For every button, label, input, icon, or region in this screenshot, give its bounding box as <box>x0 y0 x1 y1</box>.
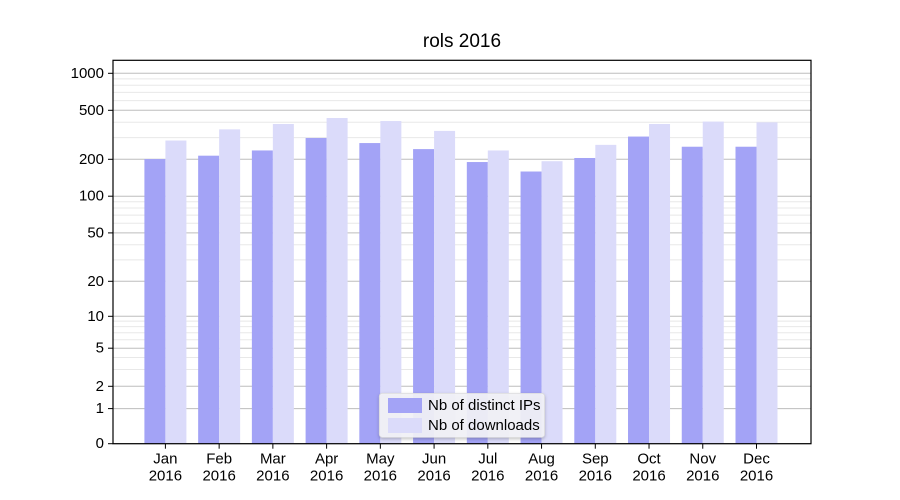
svg-text:20: 20 <box>87 273 104 290</box>
svg-text:Mar: Mar <box>260 451 286 468</box>
svg-text:1: 1 <box>96 400 104 417</box>
svg-text:5: 5 <box>96 340 104 357</box>
svg-text:2016: 2016 <box>471 468 504 485</box>
svg-text:2016: 2016 <box>740 468 773 485</box>
svg-text:Oct: Oct <box>637 451 661 468</box>
svg-text:May: May <box>366 451 395 468</box>
svg-text:2016: 2016 <box>256 468 289 485</box>
svg-text:50: 50 <box>87 224 104 241</box>
svg-text:Jan: Jan <box>153 451 177 468</box>
svg-text:10: 10 <box>87 308 104 325</box>
svg-text:500: 500 <box>79 102 104 119</box>
svg-text:Jul: Jul <box>478 451 497 468</box>
svg-text:2016: 2016 <box>686 468 719 485</box>
svg-text:2016: 2016 <box>149 468 182 485</box>
svg-text:0: 0 <box>96 435 104 452</box>
svg-text:Nb of downloads: Nb of downloads <box>428 417 540 434</box>
svg-text:2016: 2016 <box>417 468 450 485</box>
svg-text:Nb of distinct IPs: Nb of distinct IPs <box>428 397 541 414</box>
svg-text:2016: 2016 <box>525 468 558 485</box>
svg-text:Dec: Dec <box>743 451 770 468</box>
svg-text:2016: 2016 <box>202 468 235 485</box>
svg-text:Feb: Feb <box>206 451 232 468</box>
svg-text:100: 100 <box>79 188 104 205</box>
svg-text:Sep: Sep <box>582 451 609 468</box>
svg-text:200: 200 <box>79 151 104 168</box>
svg-text:2: 2 <box>96 378 104 395</box>
svg-text:rols 2016: rols 2016 <box>423 31 501 52</box>
svg-text:Jun: Jun <box>422 451 446 468</box>
svg-text:Nov: Nov <box>689 451 716 468</box>
svg-text:2016: 2016 <box>579 468 612 485</box>
svg-text:2016: 2016 <box>364 468 397 485</box>
svg-text:2016: 2016 <box>632 468 665 485</box>
svg-text:2016: 2016 <box>310 468 343 485</box>
svg-text:Aug: Aug <box>528 451 555 468</box>
svg-text:1000: 1000 <box>71 65 104 82</box>
svg-text:Apr: Apr <box>315 451 338 468</box>
